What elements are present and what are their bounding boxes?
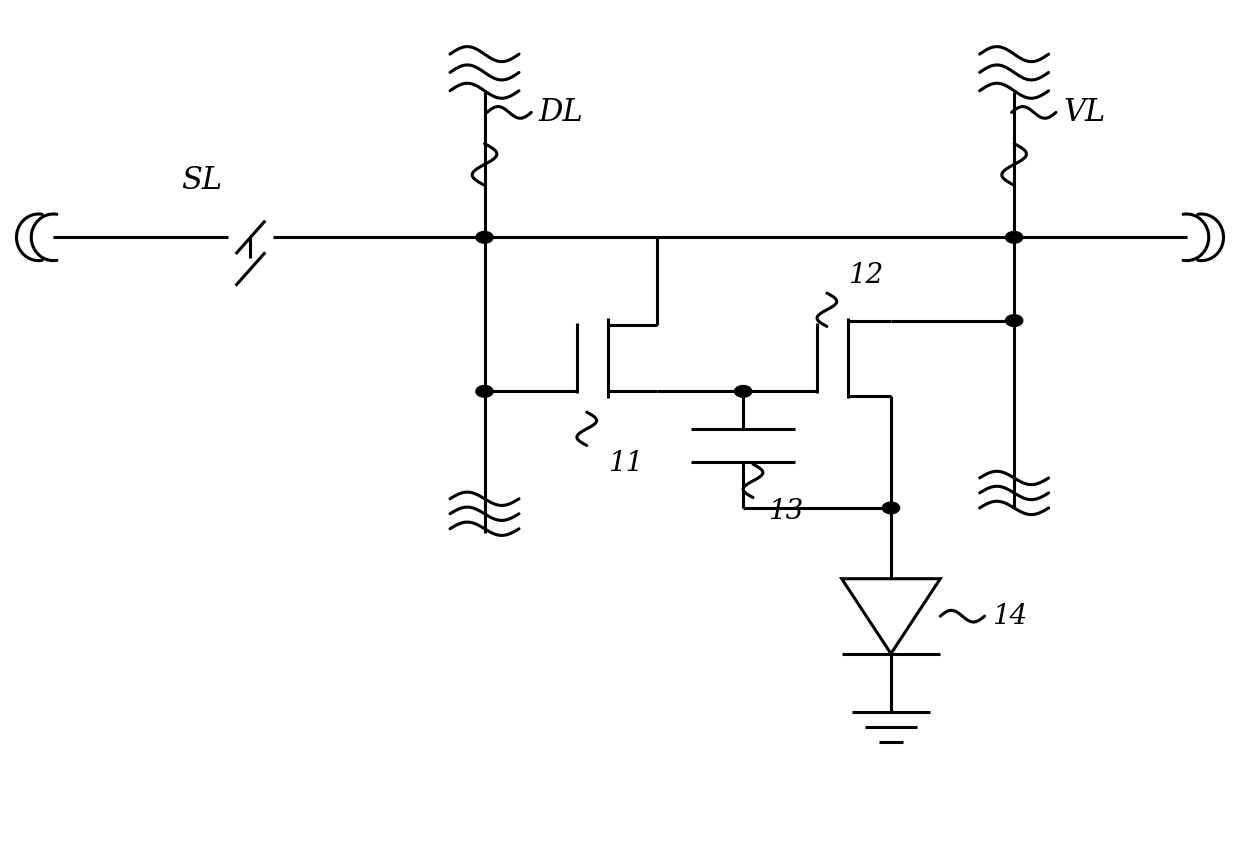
Text: SL: SL (181, 165, 222, 196)
Text: 13: 13 (768, 498, 804, 525)
Circle shape (1006, 231, 1023, 243)
Text: VL: VL (1064, 97, 1106, 128)
Circle shape (734, 385, 751, 397)
Text: 11: 11 (608, 450, 642, 477)
Text: 14: 14 (992, 603, 1027, 630)
Circle shape (476, 231, 494, 243)
Circle shape (476, 385, 494, 397)
Circle shape (883, 502, 899, 514)
Circle shape (1006, 315, 1023, 326)
Text: 12: 12 (848, 262, 883, 289)
Text: DL: DL (538, 97, 584, 128)
